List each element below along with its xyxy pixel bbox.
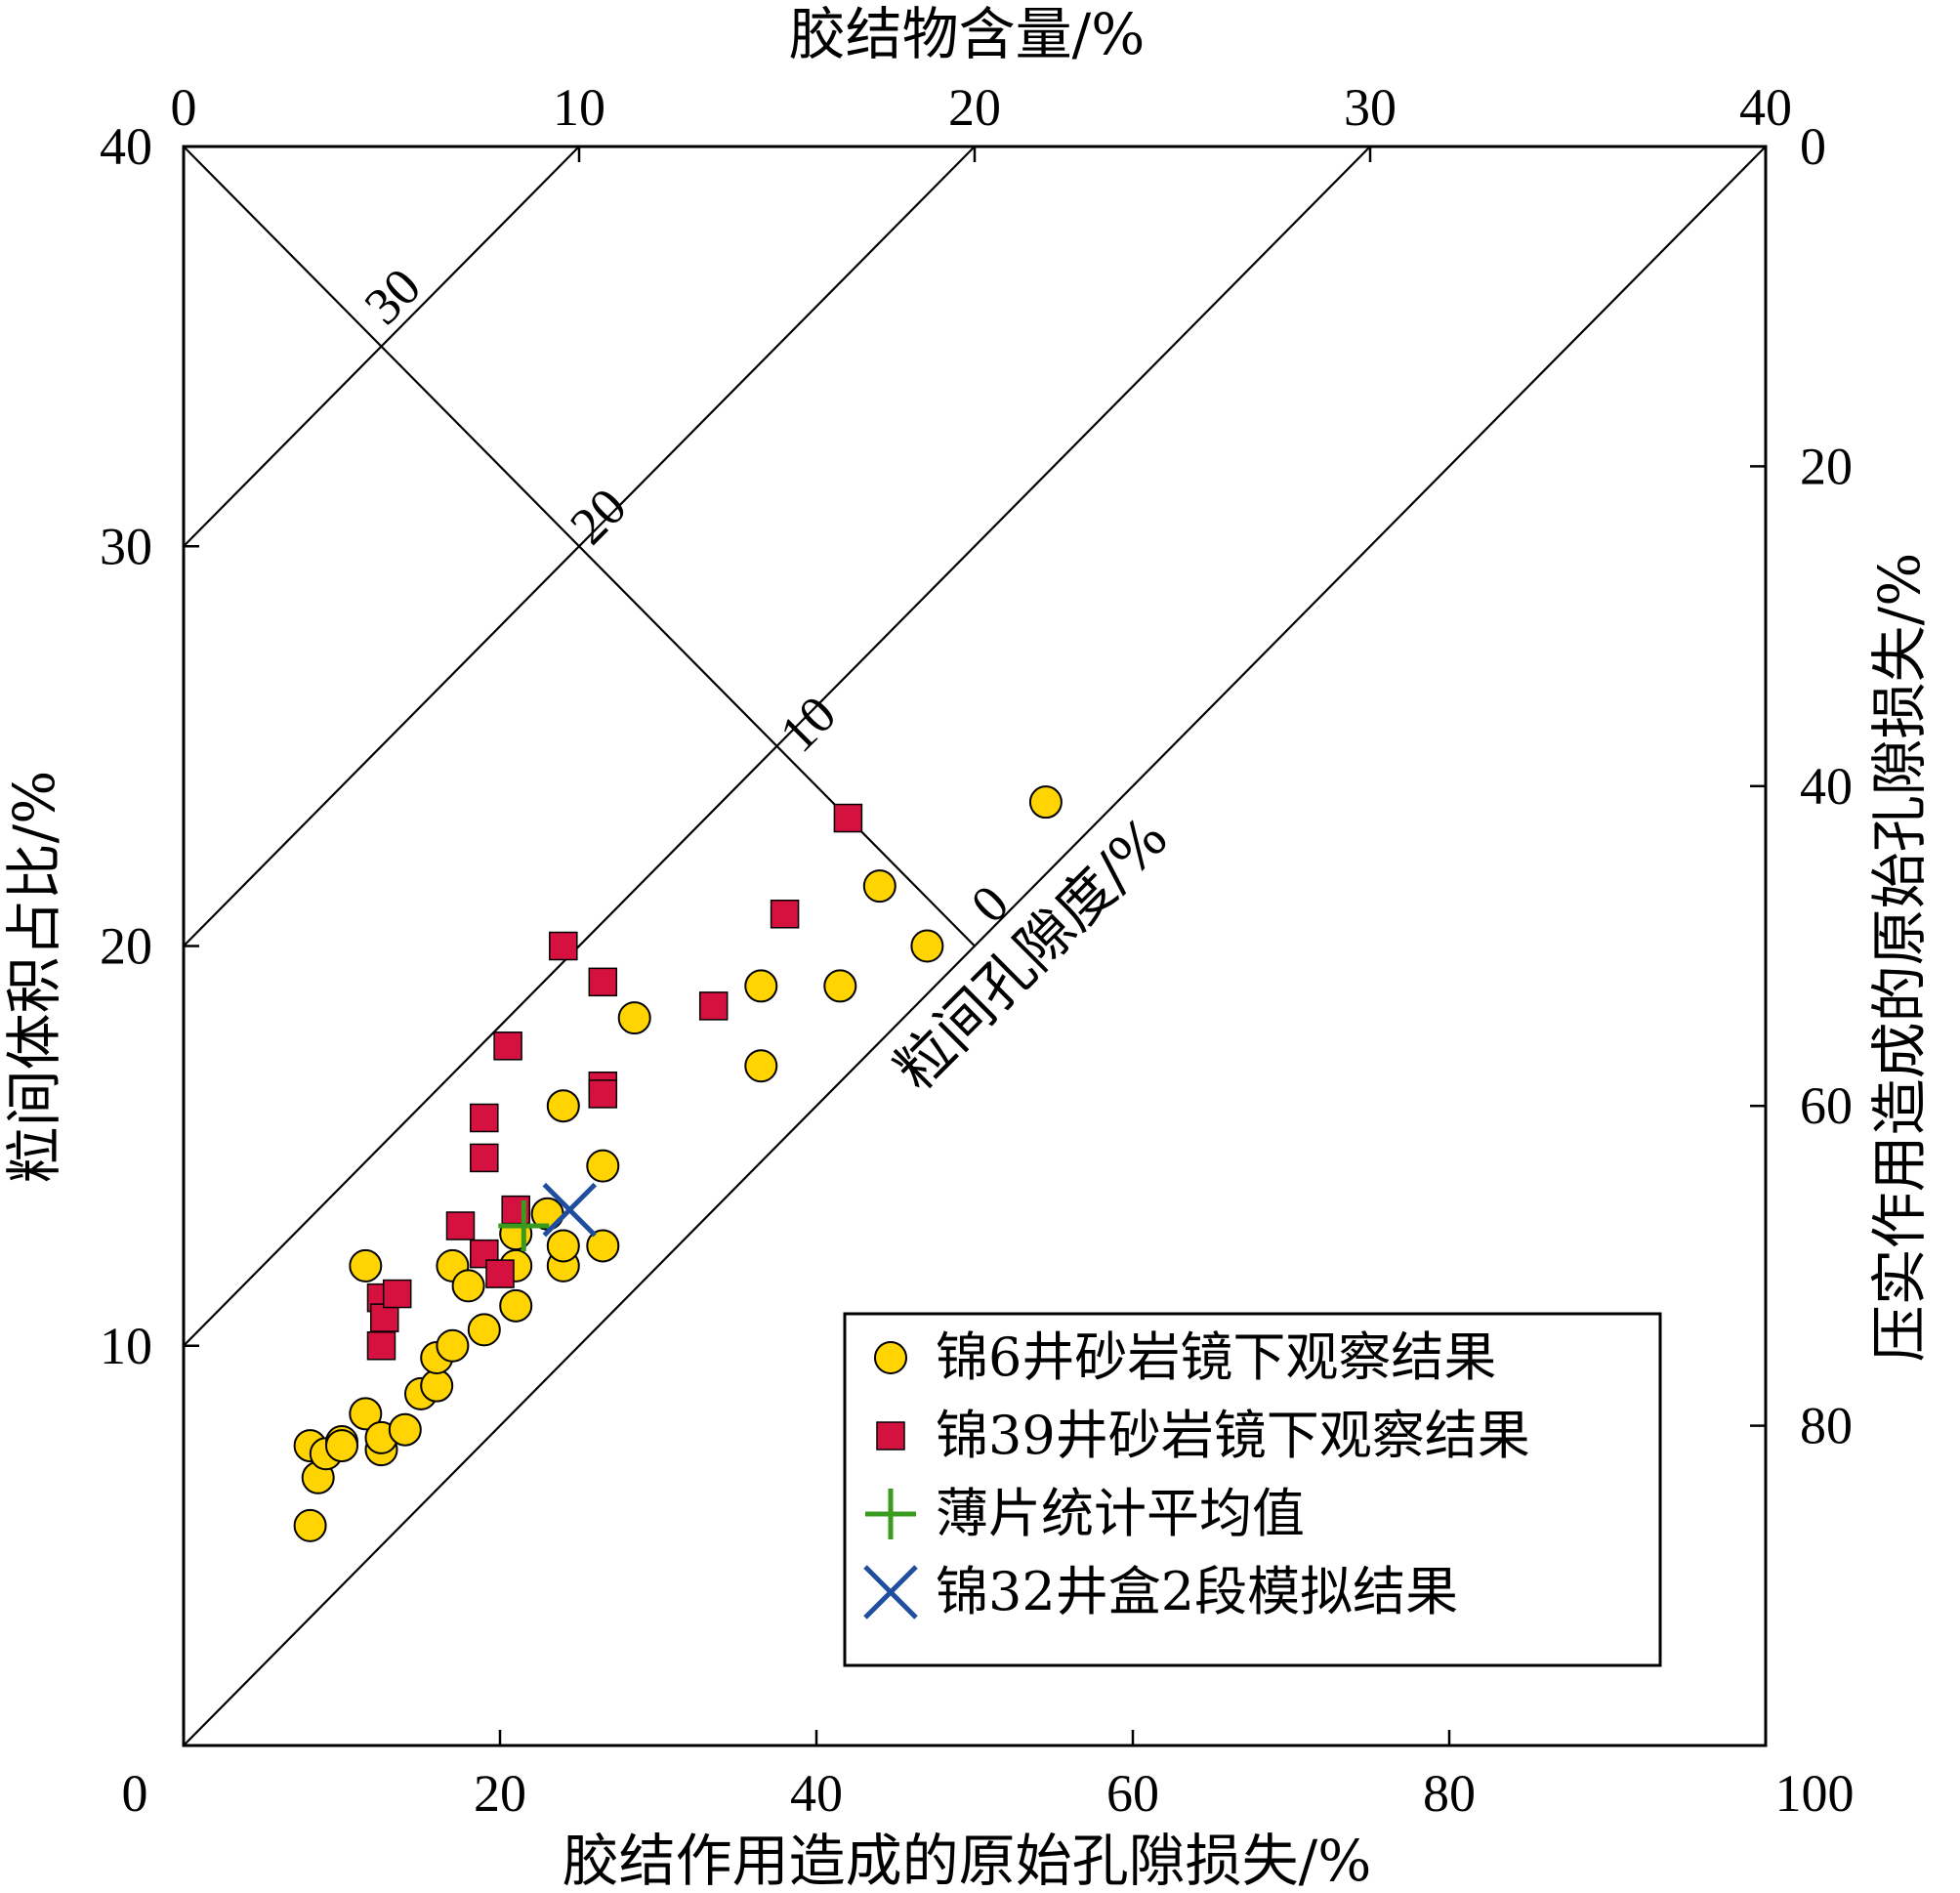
x-top-tick-label-10: 10 <box>553 78 605 137</box>
x-bottom-tick-label-80: 80 <box>1423 1764 1476 1823</box>
y-right-tick-label-40: 40 <box>1800 757 1853 816</box>
point-x-0 <box>542 1182 598 1238</box>
y-left-tick-label-20: 20 <box>100 917 152 976</box>
point-square-16 <box>770 900 800 929</box>
legend-markers <box>863 1341 918 1620</box>
x-top-tick-label-30: 30 <box>1344 78 1397 137</box>
legend-marker-plus <box>865 1489 916 1539</box>
point-square-11 <box>549 931 578 961</box>
x-bottom-tick-label-100: 100 <box>1775 1764 1855 1823</box>
point-circle-31 <box>862 869 897 904</box>
point-circle-26 <box>586 1229 620 1263</box>
point-circle-1 <box>293 1508 327 1542</box>
legend-label-jin6: 锦6井砂岩镜下观察结果 <box>936 1326 1496 1388</box>
point-square-9 <box>493 1031 522 1061</box>
point-circle-17 <box>467 1313 501 1347</box>
point-circle-10 <box>388 1412 422 1447</box>
point-circle-14 <box>436 1328 470 1363</box>
y-left-axis-title: 粒间体积占比/% <box>1 771 67 1184</box>
legend-marker-circle <box>874 1341 907 1374</box>
y-right-tick-label-60: 60 <box>1800 1076 1853 1135</box>
x-top-tick-label-40: 40 <box>1739 78 1792 137</box>
point-square-6 <box>470 1143 499 1173</box>
point-circle-25 <box>586 1149 620 1183</box>
x-top-axis-title: 胶结物含量/% <box>789 1 1146 67</box>
point-circle-22 <box>546 1089 580 1123</box>
y-left-tick-label-10: 10 <box>100 1317 152 1375</box>
point-square-15 <box>698 991 729 1021</box>
point-square-3 <box>382 1279 412 1309</box>
legend-label-jin39: 锦39井砂岩镜下观察结果 <box>936 1405 1530 1466</box>
point-circle-29 <box>744 969 778 1003</box>
legend-label-average: 薄片统计平均值 <box>936 1483 1305 1544</box>
x-bottom-tick-label-60: 60 <box>1106 1764 1159 1823</box>
legend-marker-x <box>863 1565 918 1620</box>
point-square-7 <box>470 1103 499 1133</box>
point-circle-30 <box>823 969 857 1003</box>
point-circle-7 <box>349 1248 383 1283</box>
y-right-axis-title: 压实作用造成的原始孔隙损失/% <box>1866 553 1933 1363</box>
legend-marker-x-b <box>863 1565 918 1620</box>
point-circle-28 <box>744 1049 778 1083</box>
legend-label-jin32: 锦32井盒2段模拟结果 <box>936 1561 1458 1622</box>
point-circle-24 <box>546 1229 580 1263</box>
point-square-17 <box>833 803 863 833</box>
legend-marker-square <box>876 1421 905 1451</box>
isoporosity-label-20: 20 <box>559 477 638 556</box>
x-bottom-axis-title: 胶结作用造成的原始孔隙损失/% <box>563 1828 1372 1893</box>
isoporosity-label-30: 30 <box>354 257 433 336</box>
y-right-tick-label-20: 20 <box>1800 437 1853 495</box>
y-left-tick-label-30: 30 <box>100 517 152 575</box>
point-square-0 <box>366 1331 396 1361</box>
point-square-14 <box>588 1079 618 1109</box>
point-x-0-b <box>542 1182 598 1238</box>
point-circle-16 <box>451 1269 485 1303</box>
point-circle-33 <box>1028 785 1063 820</box>
point-circle-19 <box>499 1288 533 1323</box>
point-circle-12 <box>420 1368 454 1403</box>
x-top-tick-label-0: 0 <box>171 78 197 137</box>
y-right-tick-label-80: 80 <box>1800 1397 1853 1455</box>
isoporosity-label-10: 10 <box>769 685 848 764</box>
x-bottom-tick-label-20: 20 <box>474 1764 526 1823</box>
point-plus-0 <box>498 1199 550 1251</box>
point-circle-5 <box>325 1429 358 1463</box>
legend-box <box>843 1312 1662 1667</box>
point-circle-32 <box>910 929 944 963</box>
y-left-tick-label-40: 40 <box>100 117 152 176</box>
legend: 锦6井砂岩镜下观察结果 锦39井砂岩镜下观察结果 薄片统计平均值 锦32井盒2段… <box>843 1312 1662 1667</box>
point-square-12 <box>588 967 618 997</box>
point-square-8 <box>485 1259 515 1288</box>
point-square-4 <box>445 1211 476 1241</box>
y-right-tick-label-0: 0 <box>1800 117 1826 176</box>
point-circle-6 <box>349 1397 383 1431</box>
x-top-tick-label-20: 20 <box>948 78 1001 137</box>
point-circle-27 <box>617 1001 651 1035</box>
data-points <box>293 785 1063 1542</box>
isoporosity-label-0: 0 <box>960 874 1021 935</box>
x-bottom-tick-label-0: 0 <box>122 1764 148 1823</box>
x-bottom-tick-label-40: 40 <box>790 1764 843 1823</box>
point-square-2 <box>369 1303 399 1332</box>
